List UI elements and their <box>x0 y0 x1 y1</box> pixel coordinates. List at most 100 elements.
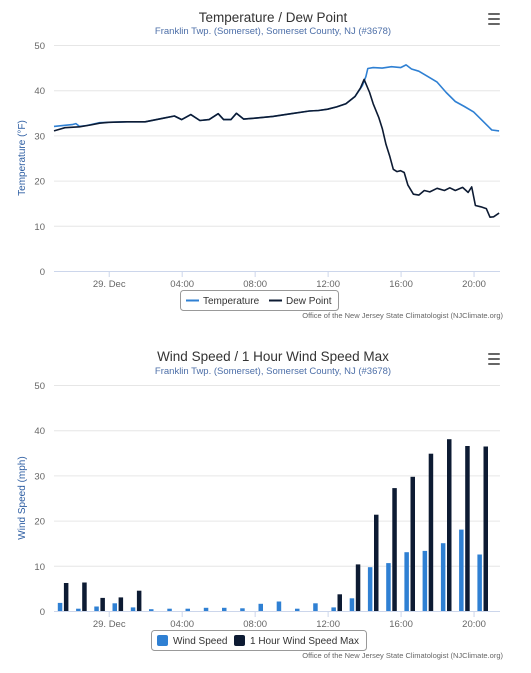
y-tick-label: 40 <box>34 86 45 97</box>
bar-1-hour-wind-speed-max[interactable] <box>63 583 69 611</box>
legend-frame <box>151 630 367 651</box>
bar-1-hour-wind-speed-max[interactable] <box>410 476 416 611</box>
y-tick-label: 20 <box>34 517 45 528</box>
bar-wind-speed[interactable] <box>313 603 318 611</box>
hamburger-icon <box>488 353 500 365</box>
y-axis-title: Wind Speed (mph) <box>17 456 28 539</box>
y-tick-label: 0 <box>40 607 45 618</box>
bar-wind-speed[interactable] <box>258 603 264 611</box>
x-tick-label: 29. Dec <box>93 279 126 290</box>
legend-label-temperature: Temperature <box>203 296 260 307</box>
legend-label-wind-speed-max: 1 Hour Wind Speed Max <box>250 636 359 647</box>
y-tick-labels: 0 10 20 30 40 50 <box>34 381 45 618</box>
bar-wind-speed[interactable] <box>240 608 245 611</box>
bar-1-hour-wind-speed-max[interactable] <box>100 597 105 611</box>
bar-wind-speed[interactable] <box>404 552 409 611</box>
x-tick-label: 29. Dec <box>93 619 126 630</box>
chart-credit[interactable]: Office of the New Jersey State Climatolo… <box>302 651 503 660</box>
legend-swatch-wind-speed-max <box>234 635 245 646</box>
bar-1-hour-wind-speed-max[interactable] <box>355 564 361 611</box>
y-tick-label: 40 <box>34 426 45 437</box>
y-tick-label: 30 <box>34 471 45 482</box>
bar-1-hour-wind-speed-max[interactable] <box>392 488 397 611</box>
bar-wind-speed[interactable] <box>76 608 81 611</box>
series-line-temperature[interactable] <box>53 64 500 132</box>
menu-button[interactable] <box>483 9 505 29</box>
y-tick-label: 0 <box>40 267 45 278</box>
bar-wind-speed[interactable] <box>367 567 373 611</box>
wind-speed-chart: Wind Speed / 1 Hour Wind Speed Max Frank… <box>17 349 505 660</box>
bar-1-hour-wind-speed-max[interactable] <box>374 514 379 611</box>
bar-1-hour-wind-speed-max[interactable] <box>337 594 343 611</box>
legend-item-wind-speed[interactable]: Wind Speed <box>157 635 227 647</box>
bar-1-hour-wind-speed-max[interactable] <box>483 446 489 612</box>
x-tick-label: 20:00 <box>462 619 486 630</box>
bar-1-hour-wind-speed-max[interactable] <box>465 446 470 611</box>
y-tick-label: 10 <box>34 222 45 233</box>
x-tick-label: 08:00 <box>243 279 267 290</box>
bar-1-hour-wind-speed-max[interactable] <box>118 597 124 611</box>
bar-wind-speed[interactable] <box>477 554 482 612</box>
legend-label-wind-speed: Wind Speed <box>173 636 227 647</box>
y-tick-labels: 0 10 20 30 40 50 <box>34 41 45 278</box>
y-tick-label: 50 <box>34 381 45 392</box>
bar-wind-speed[interactable] <box>94 606 99 612</box>
bar-wind-speed[interactable] <box>149 609 154 611</box>
bar-wind-speed[interactable] <box>222 607 227 611</box>
y-axis-title: Temperature (°F) <box>17 120 28 196</box>
x-axis: 29. Dec 04:00 08:00 12:00 16:00 20:00 <box>54 271 500 290</box>
y-gridlines <box>54 385 500 612</box>
bars <box>57 439 489 612</box>
bar-1-hour-wind-speed-max[interactable] <box>428 453 434 611</box>
x-axis: 29. Dec 04:00 08:00 12:00 16:00 20:00 <box>54 611 500 630</box>
legend-item-temperature[interactable]: Temperature <box>186 296 260 307</box>
series-lines <box>53 64 500 218</box>
legend-item-wind-speed-max[interactable]: 1 Hour Wind Speed Max <box>234 635 359 647</box>
y-tick-label: 50 <box>34 41 45 52</box>
chart-subtitle: Franklin Twp. (Somerset), Somerset Count… <box>155 26 391 37</box>
x-tick-label: 04:00 <box>170 279 194 290</box>
bar-1-hour-wind-speed-max[interactable] <box>447 439 452 611</box>
bar-wind-speed[interactable] <box>130 607 136 611</box>
bar-wind-speed[interactable] <box>112 603 118 611</box>
legend: Wind Speed 1 Hour Wind Speed Max <box>151 630 367 651</box>
legend: Temperature Dew Point <box>180 290 339 311</box>
chart-subtitle: Franklin Twp. (Somerset), Somerset Count… <box>155 366 391 377</box>
chart-title: Temperature / Dew Point <box>199 10 348 25</box>
bar-wind-speed[interactable] <box>203 607 209 611</box>
x-tick-label: 12:00 <box>316 279 340 290</box>
bar-wind-speed[interactable] <box>422 550 428 611</box>
y-tick-label: 30 <box>34 131 45 142</box>
bar-wind-speed[interactable] <box>57 602 63 611</box>
legend-label-dew-point: Dew Point <box>286 296 332 307</box>
hamburger-icon <box>488 13 500 25</box>
y-tick-label: 10 <box>34 562 45 573</box>
bar-wind-speed[interactable] <box>276 601 282 612</box>
temperature-dewpoint-chart: Temperature / Dew Point Franklin Twp. (S… <box>17 9 505 320</box>
bar-wind-speed[interactable] <box>349 598 355 611</box>
legend-frame <box>180 290 339 311</box>
bar-wind-speed[interactable] <box>440 543 446 611</box>
bar-wind-speed[interactable] <box>295 608 300 611</box>
bar-wind-speed[interactable] <box>185 608 191 611</box>
bar-1-hour-wind-speed-max[interactable] <box>82 582 87 612</box>
y-tick-label: 20 <box>34 177 45 188</box>
chart-credit[interactable]: Office of the New Jersey State Climatolo… <box>302 311 503 320</box>
x-tick-label: 04:00 <box>170 619 194 630</box>
series-line-dew-point[interactable] <box>53 78 500 218</box>
menu-button[interactable] <box>483 349 505 369</box>
chart-title: Wind Speed / 1 Hour Wind Speed Max <box>157 349 389 364</box>
x-tick-label: 12:00 <box>316 619 340 630</box>
legend-item-dew-point[interactable]: Dew Point <box>269 296 332 307</box>
legend-swatch-wind-speed <box>157 635 168 646</box>
bar-wind-speed[interactable] <box>331 607 336 611</box>
bar-wind-speed[interactable] <box>167 608 172 611</box>
x-tick-label: 16:00 <box>389 619 413 630</box>
bar-1-hour-wind-speed-max[interactable] <box>136 590 142 611</box>
bar-wind-speed[interactable] <box>386 563 391 611</box>
x-tick-label: 08:00 <box>243 619 267 630</box>
x-tick-label: 20:00 <box>462 279 486 290</box>
bar-wind-speed[interactable] <box>459 529 464 611</box>
x-tick-label: 16:00 <box>389 279 413 290</box>
